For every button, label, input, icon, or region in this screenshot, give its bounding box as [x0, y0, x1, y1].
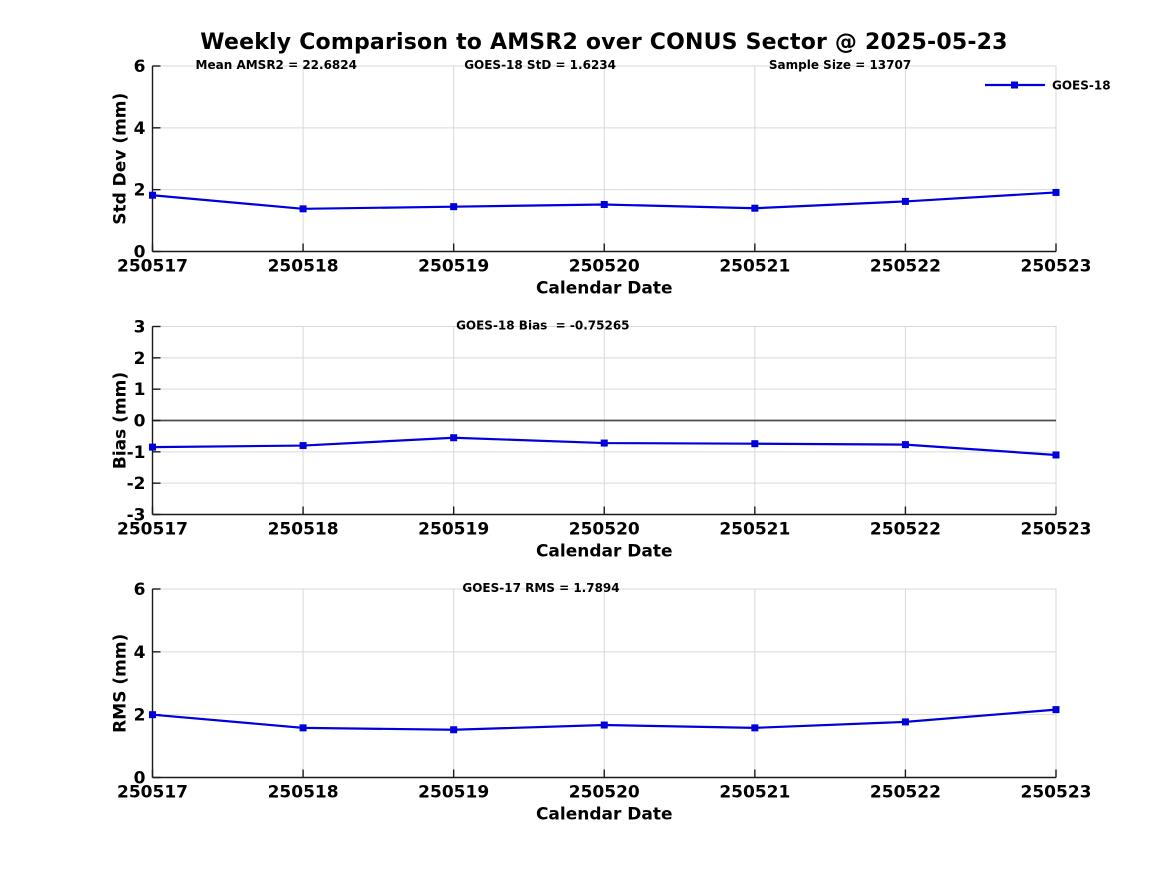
x-tick-label: 250522	[870, 520, 941, 540]
stat-annotation: Mean AMSR2 = 22.6824	[196, 58, 357, 72]
y-tick-label: 2	[134, 349, 146, 369]
y-tick-label: 0	[134, 412, 146, 432]
data-point-marker	[901, 718, 909, 726]
y-tick-label: 0	[134, 769, 146, 789]
y-tick-label: 6	[134, 580, 146, 600]
data-point-marker	[751, 724, 759, 732]
x-tick-label: 250520	[569, 257, 640, 277]
legend: GOES-18	[985, 79, 1111, 93]
data-point-marker	[1052, 188, 1060, 196]
x-tick-label: 250517	[117, 257, 188, 277]
y-tick-label: 0	[134, 243, 146, 263]
y-axis-title: Std Dev (mm)	[111, 93, 131, 225]
data-point-marker	[299, 442, 307, 450]
y-tick-label: -1	[127, 443, 146, 463]
x-tick-label: 250518	[268, 257, 339, 277]
x-tick-label: 250521	[719, 783, 790, 803]
data-point-marker	[600, 721, 608, 729]
data-point-marker	[901, 197, 909, 205]
data-point-marker	[600, 201, 608, 209]
y-tick-label: 2	[134, 181, 146, 201]
x-tick-label: 250521	[719, 257, 790, 277]
data-point-marker	[1052, 451, 1060, 459]
x-tick-label: 250522	[870, 257, 941, 277]
data-point-marker	[751, 204, 759, 212]
data-point-marker	[149, 711, 156, 719]
data-point-marker	[149, 443, 156, 451]
x-tick-label: 250522	[870, 783, 941, 803]
data-point-marker	[450, 203, 458, 211]
x-tick-label: 250519	[418, 257, 489, 277]
x-tick-label: 250517	[117, 783, 188, 803]
y-tick-label: 4	[134, 119, 146, 139]
figure-title: Weekly Comparison to AMSR2 over CONUS Se…	[200, 30, 1008, 55]
y-tick-label: 6	[134, 57, 146, 77]
data-point-marker	[450, 726, 458, 734]
y-tick-label: 2	[134, 706, 146, 726]
legend-marker-sample	[1011, 81, 1018, 89]
x-tick-label: 250520	[569, 783, 640, 803]
stat-annotation: GOES-17 RMS = 1.7894	[462, 581, 619, 595]
y-axis-title: Bias (mm)	[111, 372, 131, 469]
y-tick-label: -2	[127, 474, 146, 494]
y-axis-title: RMS (mm)	[111, 634, 131, 733]
x-axis-title: Calendar Date	[536, 805, 673, 825]
data-point-marker	[299, 724, 307, 732]
y-tick-label: 3	[134, 318, 146, 338]
x-tick-label: 250523	[1021, 783, 1092, 803]
legend-series-label: GOES-18	[1052, 79, 1111, 93]
x-tick-label: 250519	[418, 520, 489, 540]
y-tick-label: 4	[134, 643, 146, 663]
y-tick-label: -3	[127, 506, 146, 526]
x-tick-label: 250520	[569, 520, 640, 540]
data-point-marker	[751, 440, 759, 448]
x-axis-title: Calendar Date	[536, 279, 673, 299]
data-point-marker	[1052, 706, 1060, 714]
x-tick-label: 250517	[117, 520, 188, 540]
x-tick-label: 250521	[719, 520, 790, 540]
data-point-marker	[299, 205, 307, 213]
stat-annotation: GOES-18 Bias = -0.75265	[456, 319, 629, 333]
x-tick-label: 250518	[268, 520, 339, 540]
data-point-marker	[149, 191, 156, 199]
data-point-marker	[600, 439, 608, 447]
stat-annotation: Sample Size = 13707	[769, 58, 911, 72]
x-tick-label: 250523	[1021, 257, 1092, 277]
x-tick-label: 250523	[1021, 520, 1092, 540]
data-point-marker	[450, 434, 458, 442]
stat-annotation: GOES-18 StD = 1.6234	[464, 58, 616, 72]
x-tick-label: 250519	[418, 783, 489, 803]
y-tick-label: 1	[134, 380, 146, 400]
x-axis-title: Calendar Date	[536, 542, 673, 562]
x-tick-label: 250518	[268, 783, 339, 803]
data-point-marker	[901, 441, 909, 449]
